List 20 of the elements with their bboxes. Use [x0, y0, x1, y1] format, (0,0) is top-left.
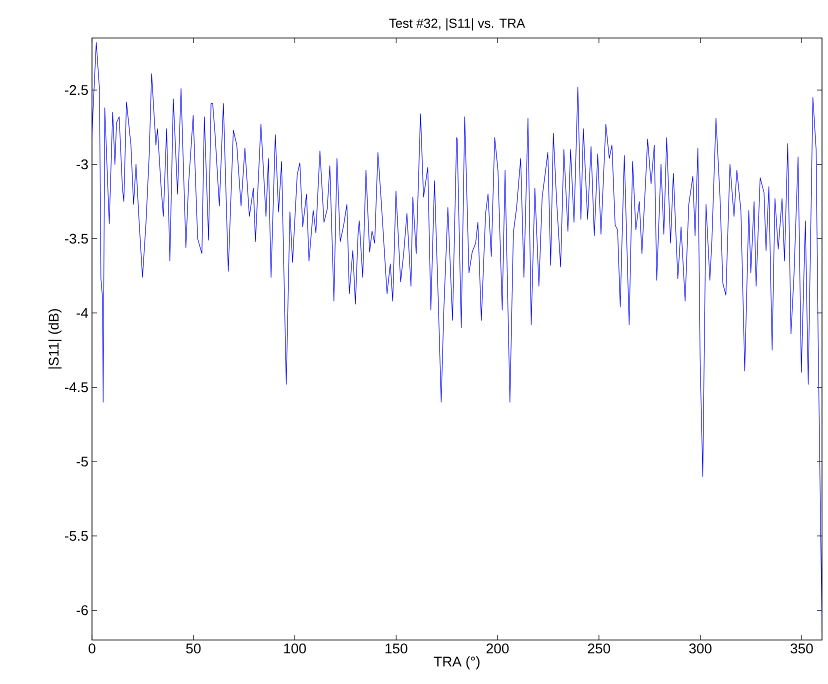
x-tick-label: 100 [284, 644, 306, 654]
y-tick-label: -3 [76, 159, 88, 170]
y-tick-label: -3.5 [64, 234, 88, 244]
x-tick-label: 250 [588, 644, 610, 654]
x-tick-label: 200 [486, 644, 509, 654]
x-tick-label: 350 [790, 644, 813, 654]
line-series [92, 42, 822, 633]
y-tick-label: -5 [76, 456, 88, 467]
chart-title: Test #32, |S11| vs. TRA [389, 18, 526, 30]
y-tick-label: -4 [76, 308, 88, 318]
x-tick-label: 150 [386, 644, 408, 654]
x-axis-title: TRA (°) [434, 656, 480, 670]
y-axis-title: |S11| (dB) [48, 309, 62, 368]
y-tick-label: -6 [76, 605, 88, 616]
y-tick-label: -4.5 [64, 382, 88, 392]
x-tick-label: 300 [689, 644, 712, 654]
x-tick-label: 50 [186, 644, 201, 654]
x-tick-label: 0 [88, 644, 96, 654]
y-tick-label: -2.5 [64, 85, 88, 95]
y-tick-label: -5.5 [64, 531, 88, 541]
